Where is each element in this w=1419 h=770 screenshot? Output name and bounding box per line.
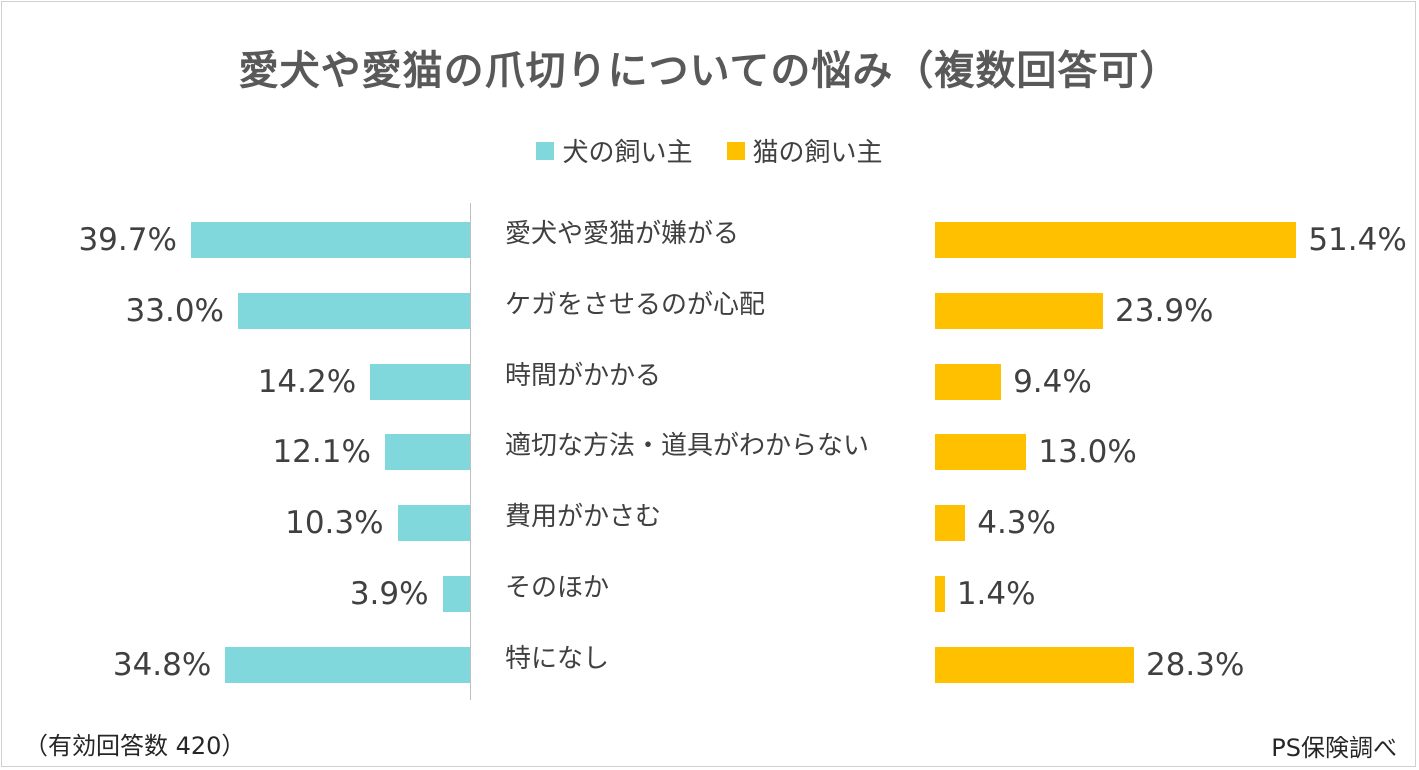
bar-cat-owner <box>935 434 1027 471</box>
chart-title: 愛犬や愛猫の爪切りについての悩み（複数回答可） <box>238 48 1181 94</box>
bar-dog-owner <box>397 505 470 542</box>
data-label-cat: 1.4% <box>956 576 1036 612</box>
data-label-dog: 33.0% <box>125 292 224 329</box>
bar-cat-owner <box>935 505 966 542</box>
bar-dog-owner <box>442 576 470 612</box>
legend-label-cat: 猫の飼い主 <box>752 138 883 168</box>
data-label-cat: 28.3% <box>1145 646 1245 683</box>
bar-dog-owner <box>225 646 470 683</box>
category-label: 時間がかかる <box>505 360 662 391</box>
bar-cat-owner <box>935 222 1297 258</box>
data-label-dog: 10.3% <box>285 505 384 542</box>
bar-dog-owner <box>384 434 470 471</box>
category-label: ケガをさせるのが心配 <box>505 289 766 320</box>
bar-dog-owner <box>238 292 470 329</box>
data-label-cat: 9.4% <box>1013 363 1092 400</box>
bar-cat-owner <box>935 646 1134 683</box>
legend-label-dog: 犬の飼い主 <box>562 138 693 168</box>
legend-item-dog: 犬の飼い主 <box>536 132 693 169</box>
data-label-dog: 39.7% <box>78 222 177 258</box>
bar-cat-owner <box>935 576 945 612</box>
category-label: そのほか <box>505 573 610 603</box>
data-label-dog: 34.8% <box>112 646 212 683</box>
chart-row: 34.8% 特になし 28.3% <box>0 644 1419 683</box>
category-label: 愛犬や愛猫が嫌がる <box>505 219 740 249</box>
category-label: 費用がかさむ <box>505 502 662 533</box>
chart-row: 14.2% 時間がかかる 9.4% <box>0 361 1419 400</box>
data-label-dog: 14.2% <box>257 363 357 400</box>
source-credit: PS保険調べ <box>1271 734 1397 762</box>
chart-row: 12.1% 適切な方法・道具がわからない 13.0% <box>0 431 1419 471</box>
data-label-dog: 12.1% <box>272 434 371 471</box>
bar-dog-owner <box>370 363 470 400</box>
chart-row: 33.0% ケガをさせるのが心配 23.9% <box>0 290 1419 329</box>
legend-item-cat: 猫の飼い主 <box>726 132 883 169</box>
bar-cat-owner <box>935 363 1002 400</box>
data-label-cat: 51.4% <box>1308 222 1407 258</box>
center-axis-line <box>470 203 471 700</box>
bar-dog-owner <box>190 222 470 258</box>
data-label-cat: 23.9% <box>1115 292 1214 329</box>
category-label: 特になし <box>505 643 610 674</box>
chart-row: 39.7% 愛犬や愛猫が嫌がる 51.4% <box>0 219 1419 258</box>
footnote-sample-size: （有効回答数 420） <box>24 732 246 760</box>
data-label-cat: 4.3% <box>977 505 1056 542</box>
chart-legend: 犬の飼い主 猫の飼い主 <box>0 132 1419 169</box>
data-label-dog: 3.9% <box>349 576 429 612</box>
legend-swatch-cat <box>726 141 745 160</box>
chart-row: 3.9% そのほか 1.4% <box>0 573 1419 612</box>
category-label: 適切な方法・道具がわからない <box>505 431 870 462</box>
legend-swatch-dog <box>536 141 555 160</box>
data-label-cat: 13.0% <box>1038 434 1137 471</box>
chart-row: 10.3% 費用がかさむ 4.3% <box>0 502 1419 542</box>
bar-cat-owner <box>935 292 1104 329</box>
